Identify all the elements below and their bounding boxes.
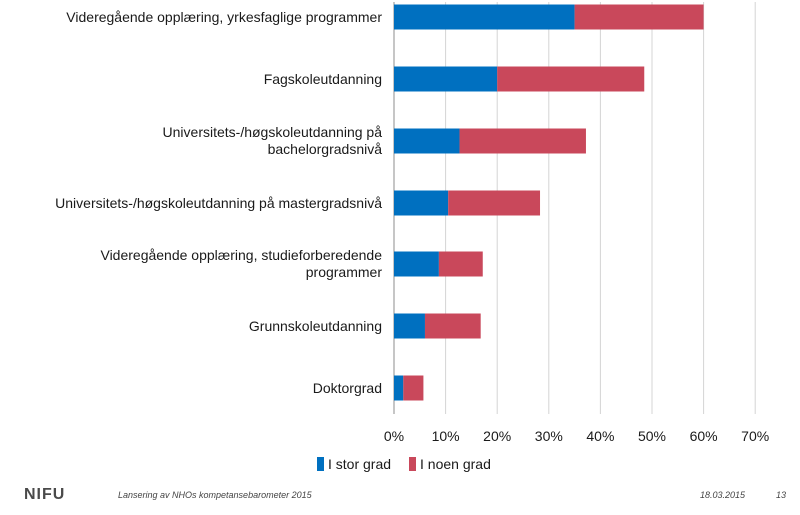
- legend-label-i-stor-grad: I stor grad: [328, 456, 392, 472]
- x-tick-label: 60%: [689, 428, 718, 444]
- bar-segment-i-stor-grad: [394, 190, 449, 216]
- category-label: Grunnskoleutdanning: [248, 317, 382, 334]
- legend-item-i-stor-grad: I stor grad: [317, 456, 391, 472]
- legend-swatch-i-noen-grad: [409, 457, 417, 471]
- bar-segment-i-noen-grad: [424, 313, 481, 339]
- x-tick-label: 40%: [586, 428, 615, 444]
- bar-segment-i-noen-grad: [497, 66, 645, 92]
- legend-label-i-noen-grad: I noen grad: [420, 456, 491, 472]
- nifu-logo: NIFU: [24, 486, 66, 503]
- category-label: Doktorgrad: [312, 379, 382, 396]
- chart-plot-area: [393, 2, 756, 414]
- category-label: Universitets-/høgskoleutdanning på maste…: [55, 194, 382, 211]
- footer-date: 18.03.2015: [700, 490, 746, 500]
- x-tick-label: 10%: [431, 428, 460, 444]
- bar-segment-i-stor-grad: [394, 251, 439, 277]
- bar-segment-i-noen-grad: [403, 375, 424, 401]
- bar-segment-i-stor-grad: [394, 375, 404, 401]
- x-tick-label: 70%: [741, 428, 770, 444]
- legend-swatch-i-stor-grad: [317, 457, 324, 471]
- bar-segment-i-stor-grad: [394, 4, 575, 30]
- category-label: Universitets-/høgskoleutdanning på bache…: [162, 124, 382, 157]
- bar-segment-i-noen-grad: [448, 190, 541, 216]
- category-label: Videregående opplæring, yrkesfaglige pro…: [66, 8, 382, 25]
- x-tick-label: 0%: [383, 428, 405, 444]
- bar-segment-i-noen-grad: [574, 4, 704, 30]
- bar-segment-i-stor-grad: [394, 313, 425, 339]
- category-label: Videregående opplæring, studieforbereden…: [100, 247, 382, 280]
- legend: I stor grad I noen grad: [317, 456, 509, 472]
- legend-item-i-noen-grad: I noen grad: [409, 456, 491, 472]
- x-tick-label: 20%: [483, 428, 512, 444]
- bar-segment-i-stor-grad: [394, 128, 460, 154]
- footer-caption: Lansering av NHOs kompetansebarometer 20…: [118, 490, 312, 500]
- footer-page-number: 13: [776, 490, 787, 500]
- bar-segment-i-noen-grad: [438, 251, 483, 277]
- bar-segment-i-stor-grad: [394, 66, 498, 92]
- x-tick-label: 30%: [534, 428, 563, 444]
- x-tick-label: 50%: [637, 428, 667, 444]
- bar-segment-i-noen-grad: [459, 128, 586, 154]
- category-label: Fagskoleutdanning: [263, 70, 382, 87]
